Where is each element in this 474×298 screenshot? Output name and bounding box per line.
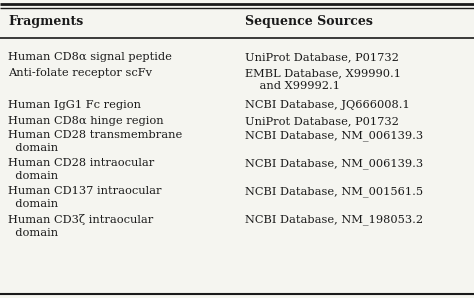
Text: NCBI Database, NM_198053.2: NCBI Database, NM_198053.2 — [245, 214, 423, 225]
Text: Anti-folate receptor scFv: Anti-folate receptor scFv — [8, 68, 152, 78]
Text: NCBI Database, NM_006139.3: NCBI Database, NM_006139.3 — [245, 130, 423, 141]
Text: UniProt Database, P01732: UniProt Database, P01732 — [245, 116, 399, 126]
Text: UniProt Database, P01732: UniProt Database, P01732 — [245, 52, 399, 62]
Text: Human CD28 intraocular
  domain: Human CD28 intraocular domain — [8, 158, 154, 181]
Text: NCBI Database, JQ666008.1: NCBI Database, JQ666008.1 — [245, 100, 410, 110]
Text: Human IgG1 Fc region: Human IgG1 Fc region — [8, 100, 141, 110]
Text: NCBI Database, NM_001561.5: NCBI Database, NM_001561.5 — [245, 186, 423, 197]
Text: NCBI Database, NM_006139.3: NCBI Database, NM_006139.3 — [245, 158, 423, 169]
Text: Sequence Sources: Sequence Sources — [245, 15, 373, 29]
Text: Human CD8α signal peptide: Human CD8α signal peptide — [8, 52, 172, 62]
Text: Human CD8α hinge region: Human CD8α hinge region — [8, 116, 164, 126]
Text: Human CD28 transmembrane
  domain: Human CD28 transmembrane domain — [8, 130, 182, 153]
Text: EMBL Database, X99990.1
    and X99992.1: EMBL Database, X99990.1 and X99992.1 — [245, 68, 401, 91]
Text: Fragments: Fragments — [8, 15, 83, 29]
Text: Human CD137 intraocular
  domain: Human CD137 intraocular domain — [8, 186, 162, 209]
Text: Human CD3ζ intraocular
  domain: Human CD3ζ intraocular domain — [8, 214, 153, 238]
